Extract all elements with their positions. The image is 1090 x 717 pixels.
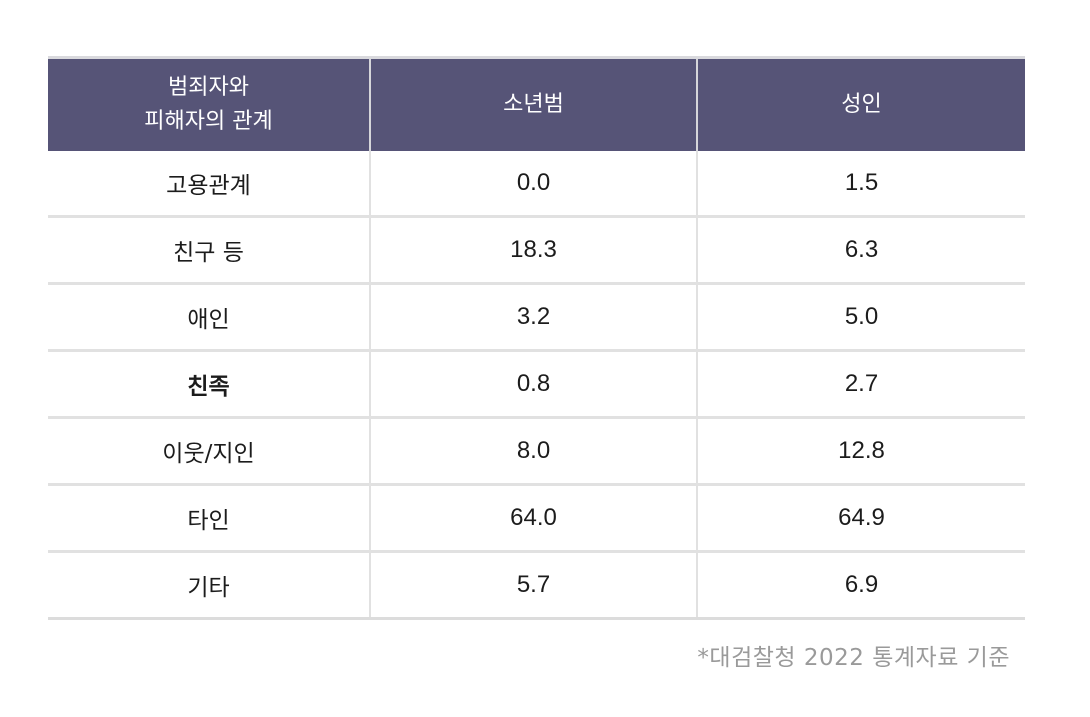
- table-row: 친족 0.8 2.7: [48, 349, 1025, 418]
- table-row: 친구 등 18.3 6.3: [48, 215, 1025, 284]
- juvenile-value: 0.0: [369, 151, 697, 217]
- adult-value: 64.9: [696, 483, 1025, 552]
- header-juvenile: 소년범: [369, 56, 697, 151]
- header-relationship-line1: 범죄자와: [168, 75, 249, 100]
- juvenile-value: 5.7: [369, 550, 697, 620]
- header-relationship-line2: 피해자의 관계: [144, 109, 273, 134]
- adult-value: 12.8: [696, 416, 1025, 485]
- juvenile-value: 64.0: [369, 483, 697, 552]
- row-label: 타인: [48, 483, 370, 552]
- header-adult: 성인: [696, 56, 1025, 151]
- relationship-table: 범죄자와 피해자의 관계 소년범 성인 고용관계 0.0 1.5 친구 등 18…: [48, 56, 1025, 620]
- header-row: 범죄자와 피해자의 관계 소년범 성인: [48, 56, 1025, 151]
- adult-value: 5.0: [696, 282, 1025, 351]
- row-label: 친족: [48, 349, 370, 418]
- table-row: 기타 5.7 6.9: [48, 550, 1025, 620]
- juvenile-value: 18.3: [369, 215, 697, 284]
- adult-value: 1.5: [696, 151, 1025, 217]
- adult-value: 6.3: [696, 215, 1025, 284]
- table-row: 이웃/지인 8.0 12.8: [48, 416, 1025, 485]
- row-label: 이웃/지인: [48, 416, 370, 485]
- juvenile-value: 3.2: [369, 282, 697, 351]
- row-label: 기타: [48, 550, 370, 620]
- source-footnote: *대검찰청 2022 통계자료 기준: [697, 645, 1010, 671]
- row-label: 친구 등: [48, 215, 370, 284]
- table-row: 고용관계 0.0 1.5: [48, 151, 1025, 217]
- juvenile-value: 0.8: [369, 349, 697, 418]
- adult-value: 2.7: [696, 349, 1025, 418]
- table-row: 타인 64.0 64.9: [48, 483, 1025, 552]
- table-row: 애인 3.2 5.0: [48, 282, 1025, 351]
- row-label: 애인: [48, 282, 370, 351]
- adult-value: 6.9: [696, 550, 1025, 620]
- table-body: 고용관계 0.0 1.5 친구 등 18.3 6.3 애인 3.2 5.0 친족…: [48, 151, 1025, 620]
- table-header: 범죄자와 피해자의 관계 소년범 성인: [48, 56, 1025, 151]
- header-relationship: 범죄자와 피해자의 관계: [48, 56, 370, 151]
- row-label: 고용관계: [166, 173, 251, 199]
- juvenile-value: 8.0: [369, 416, 697, 485]
